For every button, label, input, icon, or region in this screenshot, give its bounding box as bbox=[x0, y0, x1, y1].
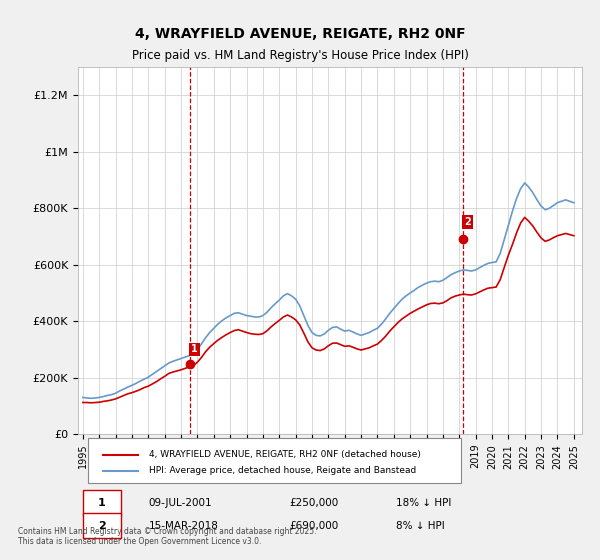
Text: Contains HM Land Registry data © Crown copyright and database right 2025.
This d: Contains HM Land Registry data © Crown c… bbox=[18, 526, 317, 546]
Text: 18% ↓ HPI: 18% ↓ HPI bbox=[395, 498, 451, 508]
Text: 15-MAR-2018: 15-MAR-2018 bbox=[149, 521, 218, 531]
Text: 1: 1 bbox=[191, 344, 198, 354]
Text: 4, WRAYFIELD AVENUE, REIGATE, RH2 0NF (detached house): 4, WRAYFIELD AVENUE, REIGATE, RH2 0NF (d… bbox=[149, 450, 421, 459]
Text: £690,000: £690,000 bbox=[290, 521, 339, 531]
Text: 2: 2 bbox=[464, 217, 471, 227]
Text: 2: 2 bbox=[98, 521, 106, 531]
FancyBboxPatch shape bbox=[88, 437, 461, 483]
Text: Price paid vs. HM Land Registry's House Price Index (HPI): Price paid vs. HM Land Registry's House … bbox=[131, 49, 469, 63]
Text: 09-JUL-2001: 09-JUL-2001 bbox=[149, 498, 212, 508]
Text: HPI: Average price, detached house, Reigate and Banstead: HPI: Average price, detached house, Reig… bbox=[149, 466, 416, 475]
FancyBboxPatch shape bbox=[83, 514, 121, 539]
Text: 4, WRAYFIELD AVENUE, REIGATE, RH2 0NF: 4, WRAYFIELD AVENUE, REIGATE, RH2 0NF bbox=[134, 27, 466, 41]
Text: 8% ↓ HPI: 8% ↓ HPI bbox=[395, 521, 444, 531]
FancyBboxPatch shape bbox=[83, 491, 121, 516]
Text: 1: 1 bbox=[98, 498, 106, 508]
Text: £250,000: £250,000 bbox=[290, 498, 339, 508]
